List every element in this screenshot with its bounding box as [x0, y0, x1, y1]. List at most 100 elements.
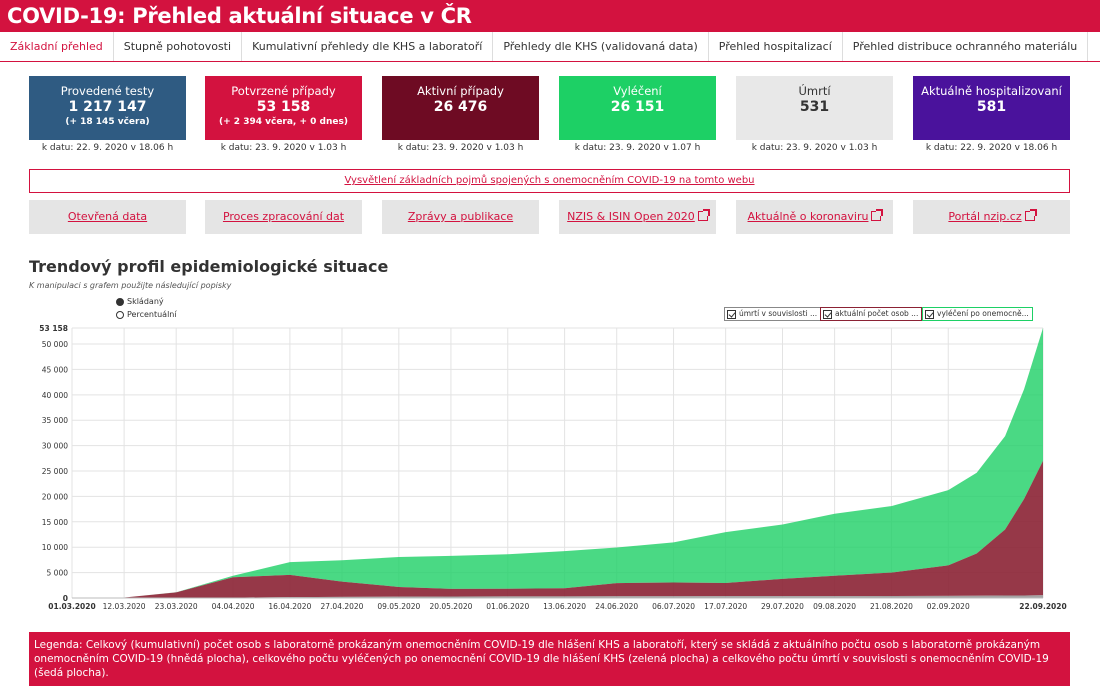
radio-icon[interactable] — [116, 310, 124, 319]
x-tick-label: 24.06.2020 — [595, 602, 638, 611]
stat-value: 26 476 — [433, 99, 488, 115]
legend-toggle-deaths[interactable]: úmrtí v souvislosti ... — [724, 307, 822, 321]
legend-label: úmrtí v souvislosti ... — [739, 309, 818, 318]
stat-label: Potvrzené případy — [231, 84, 336, 98]
external-link-icon — [871, 209, 884, 221]
x-tick-label: 01.03.2020 — [48, 602, 95, 611]
external-link-icon — [1024, 209, 1037, 221]
y-tick-label: 20 000 — [42, 492, 68, 501]
x-tick-label: 20.05.2020 — [429, 602, 472, 611]
link-label[interactable]: Otevřená data — [67, 210, 148, 223]
tab-distribuce-materialu[interactable]: Přehled distribuce ochranného materiálu — [843, 32, 1089, 61]
x-tick-label: 09.08.2020 — [813, 602, 856, 611]
stat-label: Úmrtí — [798, 84, 831, 98]
x-tick-label: 27.04.2020 — [321, 602, 364, 611]
x-tick-label: 16.04.2020 — [268, 602, 311, 611]
stat-value: 26 151 — [610, 99, 665, 115]
y-tick-label: 5 000 — [47, 569, 69, 578]
stat-date: k datu: 23. 9. 2020 v 1.07 h — [574, 143, 701, 153]
tab-prehled-hospitalizaci[interactable]: Přehled hospitalizací — [709, 32, 843, 61]
x-tick-label: 21.08.2020 — [870, 602, 913, 611]
legend-toggle-active[interactable]: aktuální počet osob ... — [820, 307, 923, 321]
mode-label: Percentuální — [127, 310, 177, 319]
external-link-icon — [697, 209, 710, 221]
tab-stupne-pohotovosti[interactable]: Stupně pohotovosti — [114, 32, 243, 61]
stat-date: k datu: 23. 9. 2020 v 1.03 h — [751, 143, 878, 153]
stat-card-active: Aktivní případy 26 476 — [382, 76, 539, 140]
x-tick-label: 23.03.2020 — [155, 602, 198, 611]
x-tick-label: 13.06.2020 — [543, 602, 586, 611]
area-series — [72, 328, 1043, 598]
area-series — [72, 460, 1043, 598]
x-tick-label: 02.09.2020 — [927, 602, 970, 611]
link-nzis-isin[interactable]: NZIS & ISIN Open 2020 — [559, 200, 716, 234]
legend-toggle-recovered[interactable]: vyléčení po onemocně... — [922, 307, 1033, 321]
x-tick-label: 12.03.2020 — [103, 602, 146, 611]
stat-card-recovered: Vyléčení 26 151 — [559, 76, 716, 140]
stat-card-hospitalized: Aktuálně hospitalizovaní 581 — [913, 76, 1070, 140]
stat-card-confirmed: Potvrzené případy 53 158 (+ 2 394 včera,… — [205, 76, 362, 140]
stat-value: 581 — [976, 99, 1007, 115]
stat-date: k datu: 23. 9. 2020 v 1.03 h — [397, 143, 524, 153]
page-title: COVID-19: Přehled aktuální situace v ČR — [7, 4, 472, 28]
main-tabs: Základní přehled Stupně pohotovosti Kumu… — [0, 32, 1100, 62]
stat-card-deaths: Úmrtí 531 — [736, 76, 893, 140]
stat-label: Provedené testy — [60, 84, 155, 98]
y-tick-label: 40 000 — [42, 391, 68, 400]
x-tick-label: 04.04.2020 — [212, 602, 255, 611]
checkbox-checked-icon[interactable] — [727, 309, 736, 319]
stat-sub: (+ 18 145 včera) — [65, 117, 150, 127]
link-otevrena-data[interactable]: Otevřená data — [29, 200, 186, 234]
stat-date: k datu: 22. 9. 2020 v 18.06 h — [925, 143, 1058, 153]
radio-selected-icon[interactable] — [116, 297, 124, 306]
link-label[interactable]: Aktuálně o koronaviru — [747, 210, 869, 223]
link-label[interactable]: NZIS & ISIN Open 2020 — [567, 210, 695, 223]
link-label[interactable]: Zprávy a publikace — [407, 210, 514, 223]
mode-percent[interactable]: Percentuální — [116, 310, 177, 319]
explain-link[interactable]: Vysvětlení základních pojmů spojených s … — [344, 175, 755, 186]
mode-stacked[interactable]: Skládaný — [116, 297, 164, 306]
chart-title: Trendový profil epidemiologické situace — [29, 257, 389, 276]
area-series — [72, 595, 1043, 598]
link-label[interactable]: Portál nzip.cz — [948, 210, 1022, 223]
y-tick-label: 53 158 — [39, 324, 68, 333]
x-tick-label: 09.05.2020 — [377, 602, 420, 611]
checkbox-checked-icon[interactable] — [925, 309, 934, 319]
stat-sub: (+ 2 394 včera, + 0 dnes) — [219, 117, 348, 127]
y-tick-label: 25 000 — [42, 467, 68, 476]
checkbox-checked-icon[interactable] — [823, 309, 832, 319]
x-tick-label: 01.06.2020 — [486, 602, 529, 611]
link-zpravy-publikace[interactable]: Zprávy a publikace — [382, 200, 539, 234]
link-label[interactable]: Proces zpracování dat — [222, 210, 345, 223]
x-tick-label: 29.07.2020 — [761, 602, 804, 611]
stat-date: k datu: 23. 9. 2020 v 1.03 h — [220, 143, 347, 153]
x-tick-label: 22.09.2020 — [1019, 602, 1066, 611]
stat-label: Vyléčení — [613, 84, 662, 98]
y-tick-label: 50 000 — [42, 340, 68, 349]
tab-prehledy-khs[interactable]: Přehledy dle KHS (validovaná data) — [493, 32, 709, 61]
legend-label: aktuální počet osob ... — [835, 309, 919, 318]
stat-value: 1 217 147 — [68, 99, 147, 115]
stat-label: Aktivní případy — [417, 84, 504, 98]
trend-area-chart: 0 5 000 10 000 15 000 20 000 25 000 30 000 35 0… — [39, 324, 1066, 611]
link-aktualne-koronavirus[interactable]: Aktuálně o koronaviru — [736, 200, 893, 234]
y-tick-label: 0 — [63, 594, 68, 603]
stat-date: k datu: 22. 9. 2020 v 18.06 h — [41, 143, 174, 153]
link-portal-nzip[interactable]: Portál nzip.cz — [913, 200, 1070, 234]
y-tick-label: 10 000 — [42, 543, 68, 552]
tab-zakladni-prehled[interactable]: Základní přehled — [0, 32, 114, 61]
stat-value: 531 — [799, 99, 830, 115]
x-tick-label: 17.07.2020 — [704, 602, 747, 611]
link-proces-zpracovani[interactable]: Proces zpracování dat — [205, 200, 362, 234]
tab-kumulativni-prehledy[interactable]: Kumulativní přehledy dle KHS a laboratoř… — [242, 32, 494, 61]
chart-subtitle: K manipulaci s grafem použijte následují… — [29, 281, 232, 290]
y-tick-label: 30 000 — [42, 442, 68, 451]
stat-value: 53 158 — [256, 99, 311, 115]
page-header: COVID-19: Přehled aktuální situace v ČR — [0, 0, 1100, 32]
legend-label: vyléčení po onemocně... — [937, 309, 1029, 318]
y-tick-label: 45 000 — [42, 365, 68, 374]
chart-legend-description: Legenda: Celkový (kumulativní) počet oso… — [29, 632, 1070, 686]
stat-label: Aktuálně hospitalizovaní — [921, 84, 1062, 98]
mode-label: Skládaný — [127, 297, 164, 306]
x-tick-label: 06.07.2020 — [652, 602, 695, 611]
